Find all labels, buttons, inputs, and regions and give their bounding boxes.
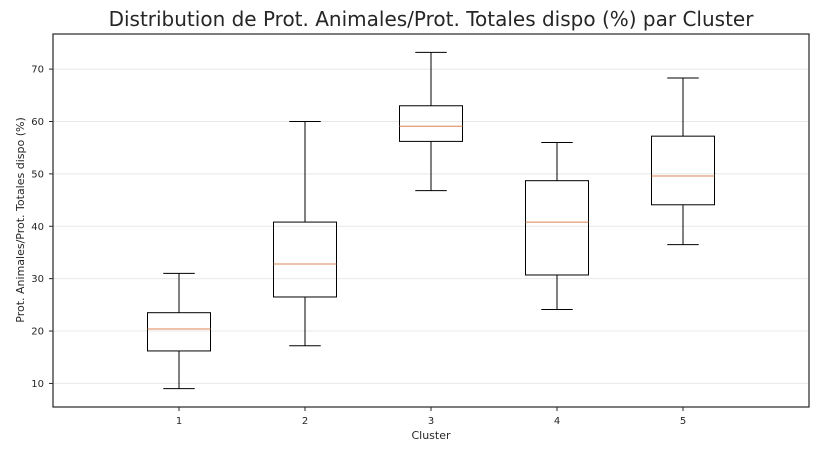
x-axis-label: Cluster — [411, 429, 451, 442]
x-tick-label: 5 — [680, 416, 686, 427]
grid-lines — [53, 68, 809, 384]
box-cluster-1 — [147, 272, 211, 390]
chart-title: Distribution de Prot. Animales/Prot. Tot… — [109, 7, 755, 31]
iqr-box — [651, 135, 715, 206]
y-tick-label: 40 — [31, 222, 44, 233]
box-cluster-4 — [525, 141, 589, 311]
iqr-box — [525, 180, 589, 276]
y-tick-label: 30 — [31, 274, 44, 285]
y-tick-label: 20 — [31, 327, 44, 338]
boxes — [147, 51, 715, 390]
x-ticks: 1 2 3 4 5 — [176, 407, 686, 427]
iqr-box — [399, 105, 463, 142]
y-axis-label: Prot. Animales/Prot. Totales dispo (%) — [14, 117, 27, 322]
y-tick-label: 70 — [31, 65, 44, 76]
x-tick-label: 1 — [176, 416, 182, 427]
x-tick-label: 2 — [302, 416, 308, 427]
box-cluster-5 — [651, 77, 715, 246]
y-ticks: 10 20 30 40 50 60 70 — [31, 65, 53, 390]
y-tick-label: 60 — [31, 117, 44, 128]
iqr-box — [147, 312, 211, 352]
y-tick-label: 50 — [31, 169, 44, 180]
iqr-box — [273, 221, 337, 298]
box-cluster-3 — [399, 51, 463, 192]
x-tick-label: 4 — [554, 416, 560, 427]
y-tick-label: 10 — [31, 379, 44, 390]
x-tick-label: 3 — [428, 416, 434, 427]
box-cluster-2 — [273, 120, 337, 347]
